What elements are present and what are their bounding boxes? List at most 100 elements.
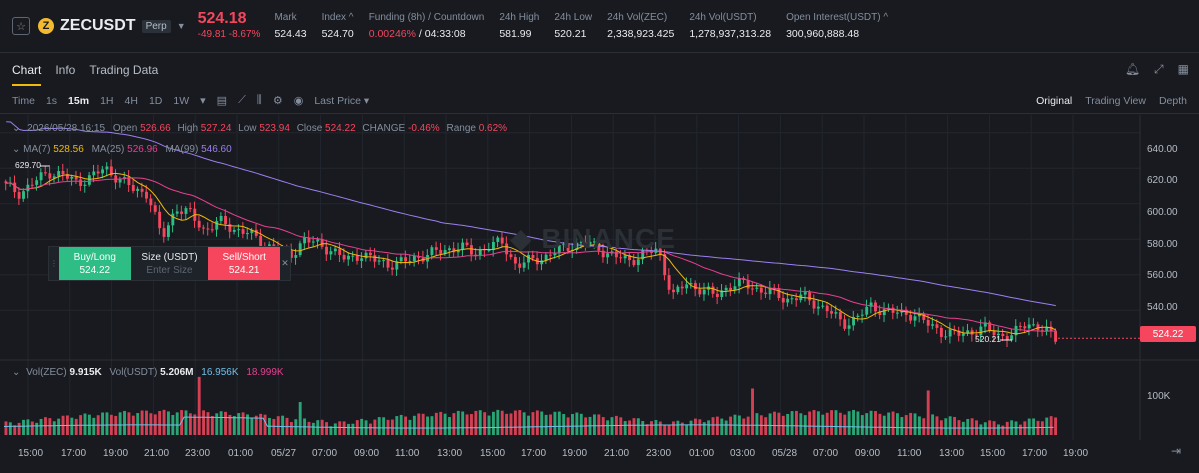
volume-bar (250, 418, 254, 435)
candle-body (1054, 330, 1057, 342)
candle-body (961, 333, 965, 336)
price-change: -49.81 -8.67% (197, 29, 261, 40)
candle-body (720, 290, 724, 298)
symbol-name[interactable]: ZECUSDT (60, 17, 136, 34)
buy-long-button[interactable]: Buy/Long 524.22 (58, 247, 131, 280)
candle-body (676, 286, 680, 293)
y-tick-label: 640.00 (1147, 144, 1178, 155)
interval-1w[interactable]: 1W (173, 94, 190, 107)
candle-body (874, 302, 877, 312)
size-input[interactable]: Size (USDT) Enter Size (141, 251, 198, 276)
volume-bar (35, 422, 39, 435)
volume-bar (535, 410, 539, 435)
collapse-icon[interactable]: ⌄ (12, 123, 21, 134)
interval-4h[interactable]: 4H (124, 94, 138, 107)
volume-bar (237, 413, 241, 435)
zec-coin-icon: Z (38, 18, 54, 34)
volume-bar (790, 411, 794, 435)
volume-bar (483, 412, 487, 435)
candlestick-chart[interactable] (0, 115, 1199, 473)
volume-bar (232, 416, 236, 435)
volume-bar (57, 418, 61, 435)
volume-bar (795, 410, 798, 435)
volume-bar (527, 415, 530, 435)
volume-bar (360, 418, 364, 435)
chevron-down-icon[interactable]: ▼ (176, 21, 186, 31)
x-tick-label: 13:00 (437, 448, 463, 459)
binance-watermark: ◆ BINANCE (510, 223, 676, 254)
volume-bar (645, 424, 649, 435)
interval-time[interactable]: Time (12, 94, 35, 107)
collapse-icon[interactable]: ⌄ (12, 367, 21, 378)
candle-body (4, 181, 8, 184)
volume-bar (799, 413, 803, 435)
volume-bar (557, 411, 561, 435)
volume-bar (549, 414, 552, 435)
candle-body (412, 256, 416, 261)
candle-body (601, 250, 605, 258)
volume-bar (606, 420, 610, 435)
interval-1d[interactable]: 1D (148, 94, 163, 107)
close-icon[interactable]: ✕ (281, 258, 289, 268)
interval-1s[interactable]: 1s (45, 94, 58, 107)
scroll-to-latest-icon[interactable]: ⇥ (1170, 444, 1181, 458)
stat-index[interactable]: Index ^ 524.70 (321, 12, 354, 40)
candle-body (439, 249, 443, 254)
candle-body (812, 300, 816, 309)
stat-24h-low: 24h Low 520.21 (554, 12, 593, 40)
candle-body (52, 176, 56, 179)
interval-more-icon[interactable]: ▾ (200, 95, 206, 107)
volume-bar (417, 413, 421, 435)
volume-bar (206, 412, 210, 435)
view-original[interactable]: Original (1036, 95, 1073, 107)
interval-15m[interactable]: 15m (68, 94, 90, 107)
depth-toggle-icon[interactable]: ◉ (293, 95, 304, 107)
volume-bar (878, 413, 882, 435)
x-tick-label: 09:00 (855, 448, 881, 459)
volume-bar (1005, 421, 1009, 435)
tab-trading-data[interactable]: Trading Data (89, 63, 159, 77)
expand-icon[interactable]: ⤢ (1154, 62, 1164, 76)
candle-type-icon[interactable]: ⫼ (256, 94, 262, 106)
collapse-icon[interactable]: ⌄ (12, 144, 21, 155)
grid-icon[interactable]: ▦ (1177, 62, 1189, 76)
tab-info[interactable]: Info (55, 63, 76, 77)
volume-bar (127, 412, 131, 435)
settings-icon[interactable]: ⚙ (272, 95, 283, 107)
view-trading-view[interactable]: Trading View (1085, 95, 1146, 107)
volume-bar (193, 414, 197, 435)
candle-body (531, 254, 535, 259)
candle-body (101, 169, 105, 174)
candle-body (737, 278, 741, 287)
candle-body (298, 243, 302, 256)
volume-bar (369, 423, 372, 435)
star-icon[interactable]: ☆ (12, 17, 30, 35)
indicator-icon[interactable]: ⟋ (238, 94, 246, 106)
volume-bar (443, 413, 447, 435)
volume-bar (83, 413, 87, 435)
volume-bar (882, 415, 886, 435)
calendar-icon[interactable]: ▤ (216, 95, 228, 107)
volume-bar (491, 411, 495, 435)
bell-icon[interactable]: 🔔︎ (1124, 62, 1141, 76)
interval-1h[interactable]: 1H (100, 94, 114, 107)
candle-body (821, 305, 825, 307)
volume-bar (904, 415, 908, 435)
volume-bar (979, 424, 983, 435)
volume-bar (145, 410, 148, 435)
volume-bar (571, 413, 574, 435)
candle-body (790, 298, 794, 300)
candle-body (224, 216, 227, 225)
candle-body (254, 229, 258, 236)
volume-bar (263, 414, 267, 435)
stat-open-interest[interactable]: Open Interest(USDT) ^ 300,960,888.48 (786, 12, 889, 40)
volume-bar (821, 414, 825, 435)
volume-bar (149, 413, 153, 435)
drag-handle-icon[interactable]: ⋮ (49, 259, 58, 268)
candle-body (355, 255, 359, 261)
tab-chart[interactable]: Chart (12, 63, 42, 86)
price-type-select[interactable]: Last Price ▾ (314, 94, 370, 107)
view-depth[interactable]: Depth (1158, 95, 1187, 107)
volume-bar (456, 410, 460, 435)
sell-short-button[interactable]: Sell/Short 524.21 (208, 247, 281, 280)
